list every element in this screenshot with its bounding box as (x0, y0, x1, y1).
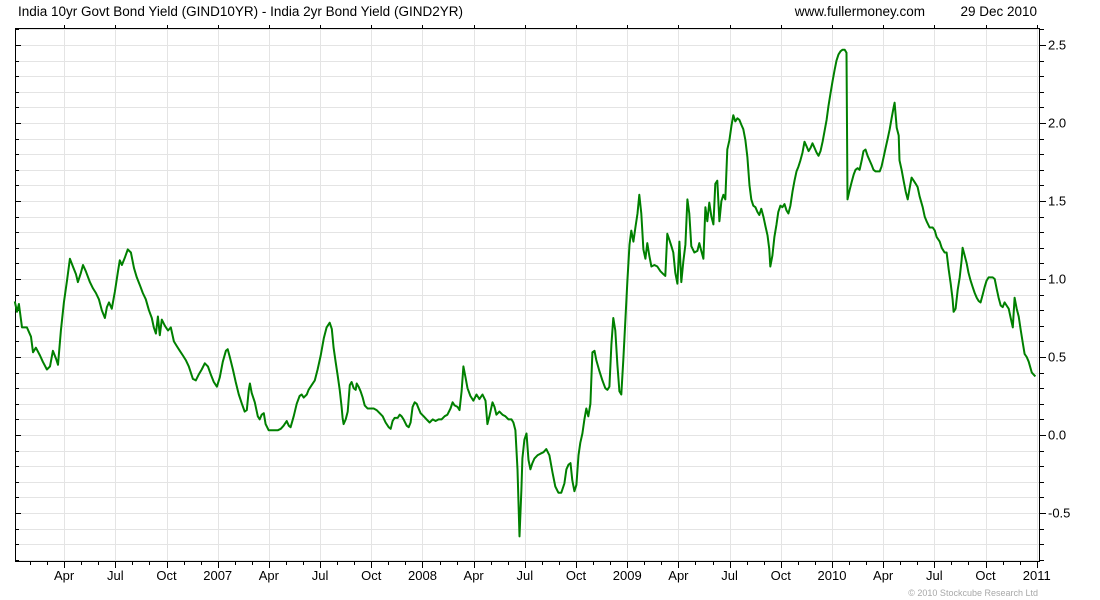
site-url-label: www.fullermoney.com (794, 4, 925, 19)
x-tick-label: Jul (312, 568, 329, 583)
x-tick-label: Jul (926, 568, 943, 583)
x-tick-label: 2010 (818, 568, 847, 583)
y-tick-label: 0.5 (1048, 350, 1066, 365)
x-tick-label: 2011 (1023, 568, 1051, 583)
spread-line-series (13, 48, 1037, 538)
y-tick-label: 0.0 (1048, 428, 1066, 443)
x-tick-label: Jul (107, 568, 124, 583)
y-tick-label: 1.0 (1048, 272, 1066, 287)
x-tick-label: Oct (566, 568, 587, 583)
x-tick-label: Apr (259, 568, 280, 583)
x-tick-label: Apr (668, 568, 689, 583)
x-tick-label: Oct (975, 568, 996, 583)
copyright-notice: © 2010 Stockcube Research Ltd (908, 588, 1038, 598)
chart-title: India 10yr Govt Bond Yield (GIND10YR) - … (18, 4, 463, 19)
y-tick-label: 2.0 (1048, 116, 1066, 131)
chart-date-label: 29 Dec 2010 (960, 4, 1037, 19)
x-tick-label: Oct (156, 568, 177, 583)
x-tick-label: 2009 (613, 568, 642, 583)
y-tick-label: -0.5 (1048, 506, 1070, 521)
x-tick-label: Apr (54, 568, 75, 583)
x-tick-label: 2008 (408, 568, 437, 583)
x-tick-label: Oct (771, 568, 792, 583)
x-tick-label: Jul (517, 568, 534, 583)
x-tick-label: Jul (721, 568, 738, 583)
x-tick-label: Apr (464, 568, 485, 583)
x-tick-label: Oct (361, 568, 382, 583)
y-tick-label: 2.5 (1048, 38, 1066, 53)
x-tick-label: 2007 (203, 568, 232, 583)
y-tick-label: 1.5 (1048, 194, 1066, 209)
x-tick-label: Apr (873, 568, 894, 583)
